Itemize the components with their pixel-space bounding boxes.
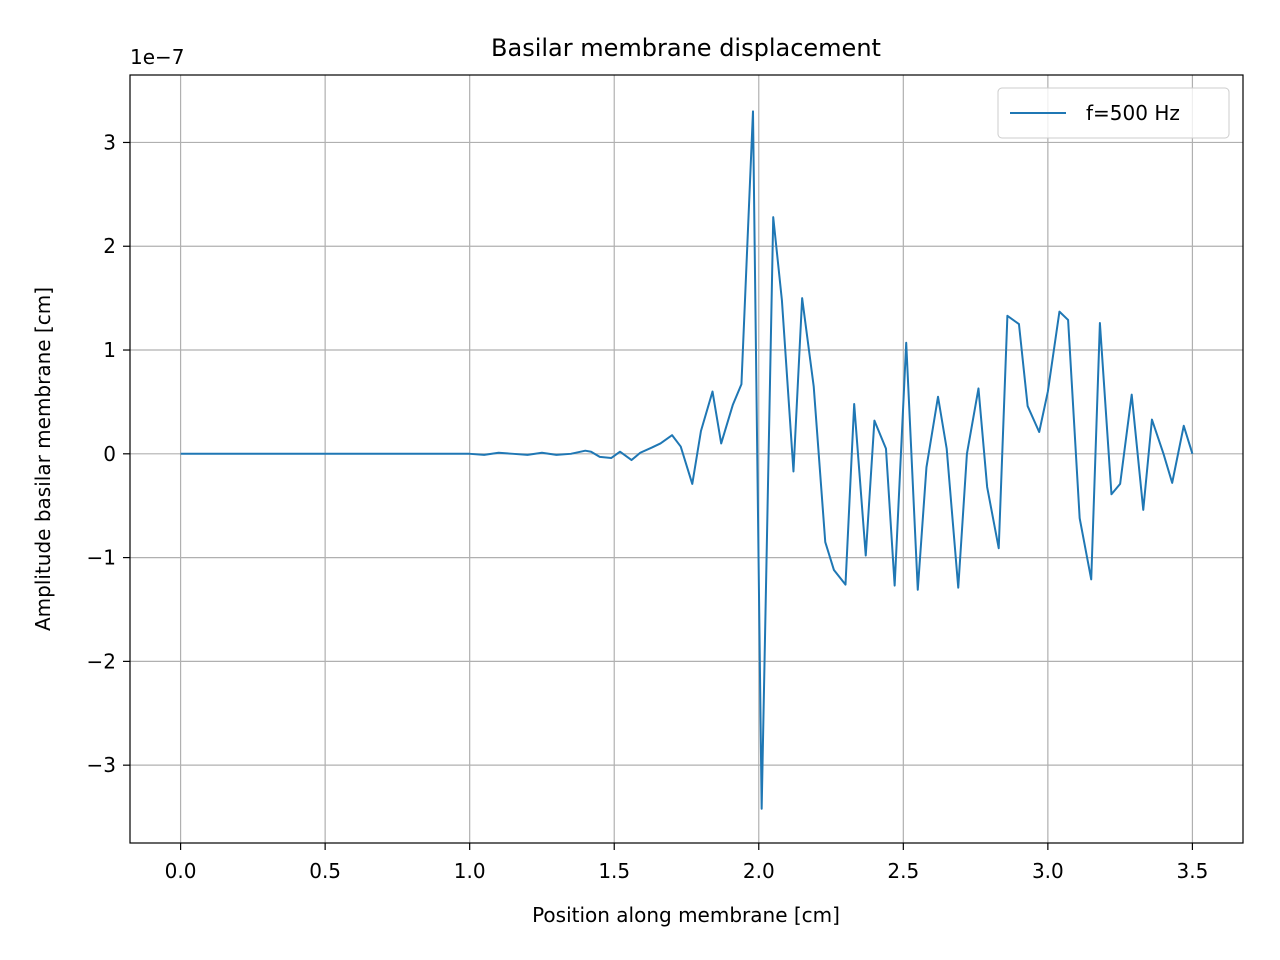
x-axis-label: Position along membrane [cm] <box>532 903 840 927</box>
y-offset-label: 1e−7 <box>130 45 185 69</box>
legend-box <box>997 87 1230 139</box>
legend: f=500 Hz <box>997 87 1230 139</box>
x-tick-label: 2.0 <box>743 859 775 883</box>
x-tick-label: 0.5 <box>309 859 341 883</box>
ticks: 0.0 0.5 1.0 1.5 2.0 2.5 3.0 3.5 −3 −2 −1 0 1 2 3 <box>87 130 1209 883</box>
legend-label: f=500 Hz <box>1086 101 1180 125</box>
y-axis-label: Amplitude basilar membrane [cm] <box>31 287 55 631</box>
x-tick-label: 3.0 <box>1032 859 1064 883</box>
series-line <box>180 110 1194 810</box>
y-tick-label: −3 <box>87 753 116 777</box>
x-tick-label: 2.5 <box>887 859 919 883</box>
x-tick-label: 3.5 <box>1177 859 1209 883</box>
x-tick-label: 1.0 <box>454 859 486 883</box>
y-tick-label: 0 <box>103 442 116 466</box>
plot-area <box>180 110 1194 810</box>
axes-frame <box>129 74 1244 844</box>
y-tick-label: 2 <box>103 234 116 258</box>
y-tick-label: 1 <box>103 338 116 362</box>
x-tick-label: 0.0 <box>165 859 197 883</box>
y-tick-label: −1 <box>87 546 116 570</box>
chart-title: Basilar membrane displacement <box>491 34 881 62</box>
y-tick-label: 3 <box>103 130 116 154</box>
x-tick-label: 1.5 <box>598 859 630 883</box>
y-tick-label: −2 <box>87 649 116 673</box>
